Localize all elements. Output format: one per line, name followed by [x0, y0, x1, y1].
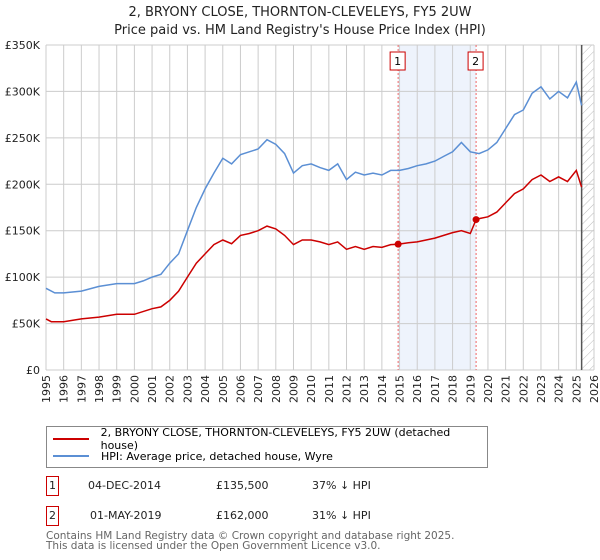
x-tick-label: 2018	[447, 375, 460, 403]
y-tick-label: £50K	[12, 318, 41, 331]
legend: 2, BRYONY CLOSE, THORNTON-CLEVELEYS, FY5…	[46, 426, 488, 468]
sale-row-2: 2 01-MAY-2019 £162,000 31% ↓ HPI	[46, 506, 446, 526]
footer: Contains HM Land Registry data © Crown c…	[46, 530, 455, 552]
x-tick-label: 2022	[517, 375, 530, 403]
sale-marker-label: 2	[46, 506, 59, 526]
x-tick-label: 2000	[128, 375, 141, 403]
footer-line-2: This data is licensed under the Open Gov…	[46, 540, 381, 552]
x-tick-label: 2016	[411, 375, 424, 403]
legend-item-property: 2, BRYONY CLOSE, THORNTON-CLEVELEYS, FY5…	[53, 426, 487, 452]
future-hatch	[581, 45, 594, 370]
x-tick-label: 2020	[482, 375, 495, 403]
x-tick-label: 2019	[464, 375, 477, 403]
x-tick-label: 2026	[588, 375, 600, 403]
y-tick-label: £350K	[5, 39, 41, 52]
sale-point	[472, 216, 480, 224]
x-tick-label: 2013	[358, 375, 371, 403]
x-tick-label: 2025	[570, 375, 583, 403]
x-tick-label: 2012	[341, 375, 354, 403]
series-line	[45, 80, 583, 294]
y-tick-label: £100K	[5, 271, 41, 284]
x-tick-label: 2003	[181, 375, 194, 403]
sale-hpi-diff: 37% ↓ HPI	[312, 479, 371, 492]
x-tick-label: 1999	[111, 375, 124, 403]
series-line	[45, 168, 583, 323]
y-tick-label: £300K	[5, 85, 41, 98]
x-tick-label: 1997	[75, 375, 88, 403]
y-tick-label: £250K	[5, 132, 41, 145]
sale-marker-label: 1	[394, 55, 401, 68]
x-tick-label: 2002	[164, 375, 177, 403]
x-tick-label: 2010	[305, 375, 318, 403]
x-tick-label: 2017	[429, 375, 442, 403]
x-tick-label: 1996	[58, 375, 71, 403]
x-tick-label: 2023	[535, 375, 548, 403]
sale-date: 04-DEC-2014	[88, 479, 162, 492]
x-tick-label: 2015	[394, 375, 407, 403]
legend-label: 2, BRYONY CLOSE, THORNTON-CLEVELEYS, FY5…	[100, 426, 451, 452]
sale-marker-box	[467, 51, 484, 71]
x-tick-label: 2024	[553, 375, 566, 403]
x-tick-label: 1998	[93, 375, 106, 403]
footer-line-1: Contains HM Land Registry data © Crown c…	[46, 530, 455, 542]
sale-period-band	[398, 45, 477, 370]
x-tick-label: 2014	[376, 375, 389, 403]
plot-area: 1995 1996 1997 1998 1999 2000 2001 2002 2003 2004…	[5, 39, 600, 403]
x-tick-label: 2004	[199, 375, 212, 403]
y-tick-label: £0	[26, 364, 40, 377]
sale-price: £135,500	[216, 479, 269, 492]
sale-hpi-diff: 31% ↓ HPI	[312, 509, 371, 522]
sale-price: £162,000	[216, 509, 269, 522]
legend-label: HPI: Average price, detached house, Wyre	[101, 449, 333, 463]
sale-point	[394, 240, 402, 248]
x-tick-label: 2001	[146, 375, 159, 403]
chart-subtitle: Price paid vs. HM Land Registry's House …	[114, 23, 486, 38]
sale-marker-box	[389, 51, 406, 71]
x-tick-label: 2008	[270, 375, 283, 403]
x-tick-label: 2007	[252, 375, 265, 403]
x-tick-label: 1995	[40, 375, 53, 403]
x-tick-label: 2021	[500, 375, 513, 403]
x-tick-label: 2011	[323, 375, 336, 403]
x-tick-label: 2009	[287, 375, 300, 403]
sale-row-1: 1 04-DEC-2014 £135,500 37% ↓ HPI	[46, 476, 446, 496]
legend-item-hpi: HPI: Average price, detached house, Wyre	[53, 448, 333, 464]
sale-date: 01-MAY-2019	[90, 509, 162, 522]
y-tick-label: £200K	[5, 178, 41, 191]
x-tick-label: 2005	[217, 375, 230, 403]
y-tick-label: £150K	[5, 225, 41, 238]
sale-marker-label: 1	[46, 476, 59, 496]
chart-title: 2, BRYONY CLOSE, THORNTON-CLEVELEYS, FY5…	[128, 5, 472, 20]
x-tick-label: 2006	[234, 375, 247, 403]
sale-marker-label: 2	[472, 55, 479, 68]
